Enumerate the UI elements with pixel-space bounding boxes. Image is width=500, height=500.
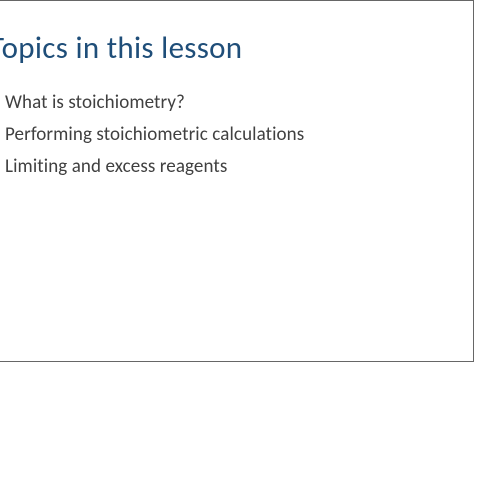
slide-container: Topics in this lesson What is stoichiome… — [0, 0, 474, 362]
topic-item: Limiting and excess reagents — [5, 155, 473, 178]
slide-title: Topics in this lesson — [0, 29, 473, 67]
topics-list: What is stoichiometry? Performing stoich… — [0, 91, 473, 178]
topic-item: Performing stoichiometric calculations — [5, 123, 473, 146]
topic-item: What is stoichiometry? — [5, 91, 473, 114]
